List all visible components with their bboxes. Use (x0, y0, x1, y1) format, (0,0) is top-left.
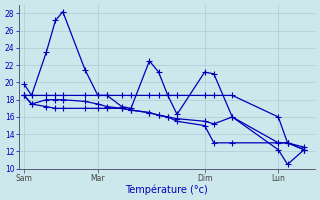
X-axis label: Température (°c): Température (°c) (125, 185, 208, 195)
